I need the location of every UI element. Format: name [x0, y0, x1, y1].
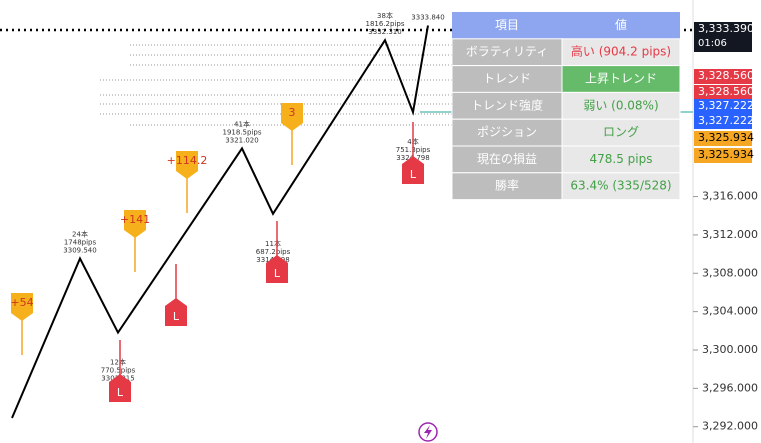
- price-badge: [694, 131, 752, 146]
- signal-label: +114.2: [167, 154, 208, 167]
- exit-label: L: [117, 386, 124, 399]
- y-tick-label: 3,304.000: [702, 305, 758, 318]
- y-tick-label: 3,312.000: [702, 228, 758, 241]
- table-value-cell: [561, 118, 681, 147]
- table-key-cell: [451, 118, 563, 147]
- table-value: 478.5 pips: [590, 152, 653, 166]
- pivot-label: 770.5pips: [101, 367, 136, 375]
- price-badge-time: 01:06: [698, 38, 727, 49]
- pivot-label: 1918.5pips: [223, 128, 262, 136]
- table-key-cell: [451, 91, 563, 120]
- table-value: 63.4% (335/528): [570, 179, 671, 193]
- table-key-cell: [451, 145, 563, 174]
- pivot-label: 12本: [110, 358, 126, 367]
- price-badge: [694, 85, 752, 100]
- price-badge-label: 3,328.560: [698, 85, 754, 98]
- table-header-cell: 項目: [495, 18, 519, 32]
- pivot-label: 3332.310: [368, 28, 401, 36]
- table-value-cell: [561, 91, 681, 120]
- signal-label: +54: [10, 296, 33, 309]
- price-badge: [694, 69, 752, 84]
- pivot-label: 3321.020: [225, 136, 258, 144]
- pivot-label: 3309.540: [63, 247, 96, 255]
- pivot-label: 3333.840: [411, 14, 444, 22]
- exit-tag: [402, 156, 424, 184]
- table-key-cell: [451, 172, 563, 201]
- price-badge-label: 3,325.934: [698, 148, 754, 161]
- price-badge-label: 3,333.390: [698, 22, 754, 35]
- price-badge: [694, 148, 752, 163]
- price-badge-label: 3,327.222: [698, 99, 754, 112]
- y-tick-label: 3,292.000: [702, 420, 758, 433]
- table-value-cell: [561, 38, 681, 67]
- pivot-label: 1748pips: [64, 239, 97, 247]
- pivot-label: 687.2pips: [256, 248, 291, 256]
- price-badge-label: 3,325.934: [698, 131, 754, 144]
- y-tick-label: 3,316.000: [702, 190, 758, 203]
- signal-tag: [176, 151, 198, 179]
- pivot-label: 41本: [234, 119, 250, 128]
- exit-tag: [109, 374, 131, 402]
- exit-label: L: [410, 168, 417, 181]
- table-key: トレンド: [483, 72, 531, 86]
- table-value: 上昇トレンド: [585, 72, 657, 86]
- table-value: ロング: [603, 125, 639, 139]
- y-tick-label: 3,300.000: [702, 343, 758, 356]
- price-badge: [694, 114, 752, 129]
- table-value-cell: [561, 145, 681, 174]
- alert-bolt: [424, 425, 432, 439]
- table-key: 現在の損益: [477, 151, 537, 166]
- pivot-label: 1816.2pips: [366, 20, 405, 28]
- pivot-label: 38本: [377, 11, 393, 20]
- table-value: 弱い (0.08%): [583, 98, 658, 112]
- price-badge-label: 3,327.222: [698, 114, 754, 127]
- y-tick-label: 3,308.000: [702, 266, 758, 279]
- table-key: ボラティリティ: [466, 45, 549, 59]
- exit-label: L: [173, 310, 180, 323]
- table-value: 高い (904.2 pips): [571, 44, 671, 59]
- signal-label: 3: [289, 106, 296, 119]
- alert-icon[interactable]: [418, 422, 438, 442]
- exit-tag: [266, 255, 288, 283]
- y-tick-label: 3,296.000: [702, 381, 758, 394]
- pivot-label: 24本: [72, 230, 88, 239]
- exit-tag: [165, 298, 187, 326]
- signal-label: +141: [120, 213, 150, 226]
- table-header-cell: 値: [615, 17, 627, 32]
- table-value-cell: [561, 172, 681, 201]
- table-header: [452, 12, 680, 39]
- level-lines: [100, 44, 452, 126]
- price-badge-label: 3,328.560: [698, 69, 754, 82]
- table-key: トレンド強度: [471, 97, 543, 112]
- signal-tag: [124, 210, 146, 238]
- signal-tag: [11, 293, 33, 321]
- table-key: ポジション: [477, 125, 537, 139]
- pivot-label: 11本: [265, 239, 281, 248]
- zigzag-line: [11, 25, 429, 419]
- price-badge: [694, 22, 752, 52]
- price-badge: [694, 99, 752, 114]
- exit-label: L: [274, 267, 281, 280]
- signal-tag: [281, 103, 303, 131]
- table-key: 勝率: [495, 178, 519, 193]
